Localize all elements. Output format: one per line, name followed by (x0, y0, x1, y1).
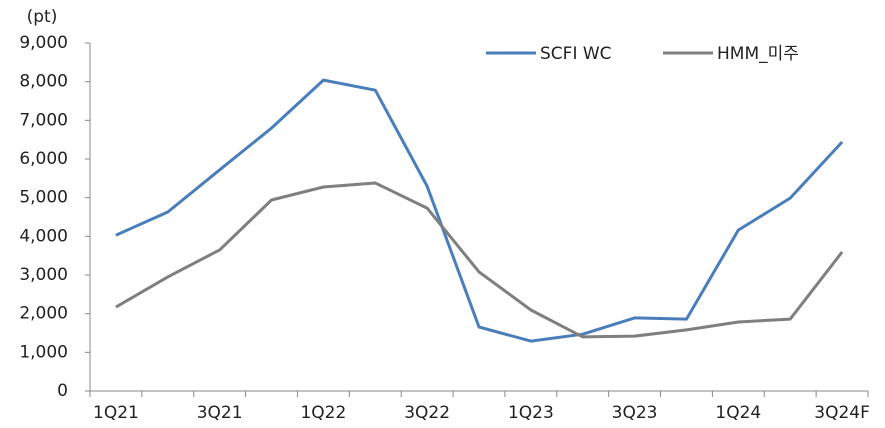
x-tick-label: 3Q22 (404, 403, 450, 423)
legend-label: SCFI WC (540, 44, 612, 64)
y-tick-label: 9,000 (19, 33, 68, 53)
legend-label: HMM_미주 (717, 44, 799, 64)
y-tick-label: 7,000 (19, 110, 68, 130)
y-tick-label: 4,000 (19, 226, 68, 246)
y-tick-label: 8,000 (19, 72, 68, 92)
y-tick-label: 2,000 (19, 304, 68, 324)
y-tick-label: 3,000 (19, 265, 68, 285)
x-tick-label: 3Q24F (814, 403, 870, 423)
y-tick-label: 5,000 (19, 188, 68, 208)
series-line (115, 181, 844, 339)
y-tick-label: 1,000 (19, 342, 68, 362)
y-tick-label: 6,000 (19, 149, 68, 169)
series-line (115, 78, 844, 343)
x-tick-label: 1Q23 (508, 403, 554, 423)
x-tick-label: 1Q21 (93, 403, 139, 423)
x-tick-label: 3Q23 (612, 403, 658, 423)
y-unit-label: (pt) (27, 7, 58, 27)
x-tick-label: 1Q22 (300, 403, 346, 423)
y-tick-label: 0 (57, 381, 68, 401)
x-tick-label: 3Q21 (197, 403, 243, 423)
x-tick-label: 1Q24 (715, 403, 761, 423)
